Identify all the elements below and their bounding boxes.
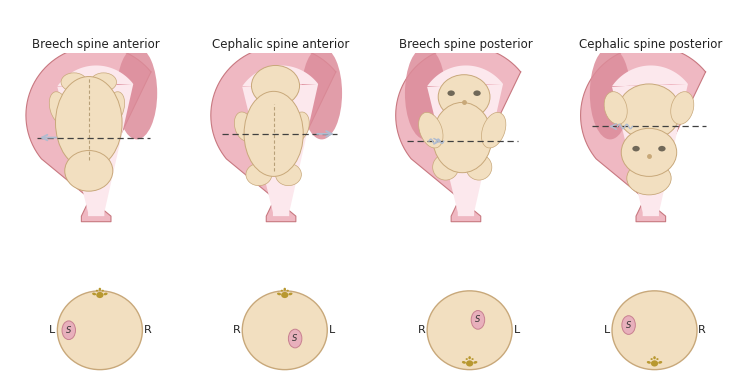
Text: R: R [418,325,426,335]
Ellipse shape [252,65,300,106]
Title: Cephalic spine posterior: Cephalic spine posterior [579,38,722,51]
Text: L: L [49,325,55,335]
Ellipse shape [244,91,303,176]
Ellipse shape [622,316,636,334]
Ellipse shape [433,154,459,180]
Ellipse shape [427,291,512,370]
Title: Cephalic spine anterior: Cephalic spine anterior [212,38,350,51]
Ellipse shape [288,329,302,348]
Text: S: S [626,321,631,329]
Polygon shape [427,65,503,216]
Ellipse shape [647,361,651,364]
Ellipse shape [281,290,283,291]
Ellipse shape [288,293,293,295]
Ellipse shape [604,92,627,124]
Ellipse shape [466,154,492,180]
Polygon shape [396,46,521,222]
Ellipse shape [281,292,288,298]
Ellipse shape [62,321,75,339]
Polygon shape [26,46,151,222]
Ellipse shape [276,164,301,185]
Ellipse shape [471,358,474,360]
Polygon shape [612,65,688,216]
Ellipse shape [447,90,455,96]
Ellipse shape [612,291,697,370]
Ellipse shape [657,358,659,360]
Text: L: L [329,325,335,335]
Ellipse shape [242,291,327,370]
Ellipse shape [90,73,117,91]
Ellipse shape [65,151,113,191]
Ellipse shape [471,311,485,329]
Ellipse shape [590,47,630,139]
Ellipse shape [290,112,309,141]
Text: R: R [233,325,241,335]
Ellipse shape [55,76,122,169]
Ellipse shape [277,293,281,295]
Text: R: R [143,325,152,335]
Ellipse shape [658,361,663,364]
Text: S: S [292,334,298,343]
Ellipse shape [102,290,104,291]
Ellipse shape [466,360,474,366]
Ellipse shape [235,112,254,141]
Polygon shape [580,46,706,222]
Ellipse shape [96,290,98,291]
Polygon shape [211,46,336,222]
Text: R: R [698,325,706,335]
Ellipse shape [438,75,490,119]
Ellipse shape [651,360,658,366]
Ellipse shape [418,113,443,148]
Ellipse shape [632,146,639,151]
Ellipse shape [104,293,108,295]
Ellipse shape [99,288,101,291]
Ellipse shape [283,288,286,291]
Ellipse shape [462,361,466,364]
Ellipse shape [651,358,653,360]
Ellipse shape [405,47,446,139]
Ellipse shape [653,356,656,359]
Ellipse shape [301,47,342,139]
Ellipse shape [465,358,468,360]
Ellipse shape [618,84,681,139]
Ellipse shape [433,103,492,173]
Ellipse shape [622,128,677,176]
Ellipse shape [246,164,272,185]
Ellipse shape [482,113,506,148]
Ellipse shape [627,162,671,195]
Ellipse shape [287,290,289,291]
Ellipse shape [474,90,481,96]
Ellipse shape [92,293,96,295]
Ellipse shape [658,146,666,151]
Polygon shape [58,65,133,216]
Text: L: L [604,325,610,335]
Title: Breech spine anterior: Breech spine anterior [32,38,160,51]
Title: Breech spine posterior: Breech spine posterior [399,38,533,51]
Text: S: S [66,326,72,335]
Polygon shape [242,65,318,216]
Text: S: S [475,315,480,324]
Ellipse shape [49,92,69,124]
Ellipse shape [58,291,143,370]
Ellipse shape [61,73,87,91]
Ellipse shape [96,292,104,298]
Ellipse shape [671,92,694,124]
Text: L: L [514,325,521,335]
Ellipse shape [474,361,477,364]
Ellipse shape [117,47,157,139]
Ellipse shape [105,92,125,124]
Ellipse shape [468,356,471,359]
